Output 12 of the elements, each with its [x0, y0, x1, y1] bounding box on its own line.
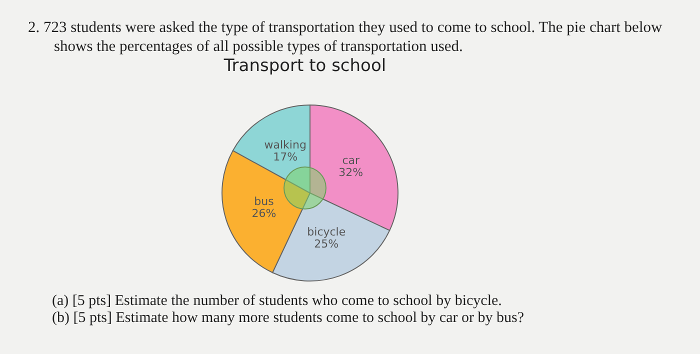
slice-label: bus: [254, 194, 274, 208]
slice-label: car: [342, 154, 360, 168]
text: (a) [5 pts] Estimate the number of students who come to school by bicycle.: [52, 293, 503, 310]
chart-subtitle: 2. 723 students were asked the type of transportation they used to come to school. The pie chart below shows the percentages of all possible types of transportation used.: [28, 19, 662, 55]
slice-label: walking: [264, 138, 306, 152]
text: (b) [5 pts] Estimate how many more students come to school by car or by bus?: [52, 310, 524, 327]
data-label: 17%: [273, 150, 298, 164]
data-label: 32%: [338, 166, 364, 180]
data-label: 26%: [252, 206, 276, 220]
slice-label: bicycle: [307, 226, 346, 239]
data-label: 25%: [314, 238, 339, 251]
chart-title: Transport to school: [222, 56, 388, 76]
